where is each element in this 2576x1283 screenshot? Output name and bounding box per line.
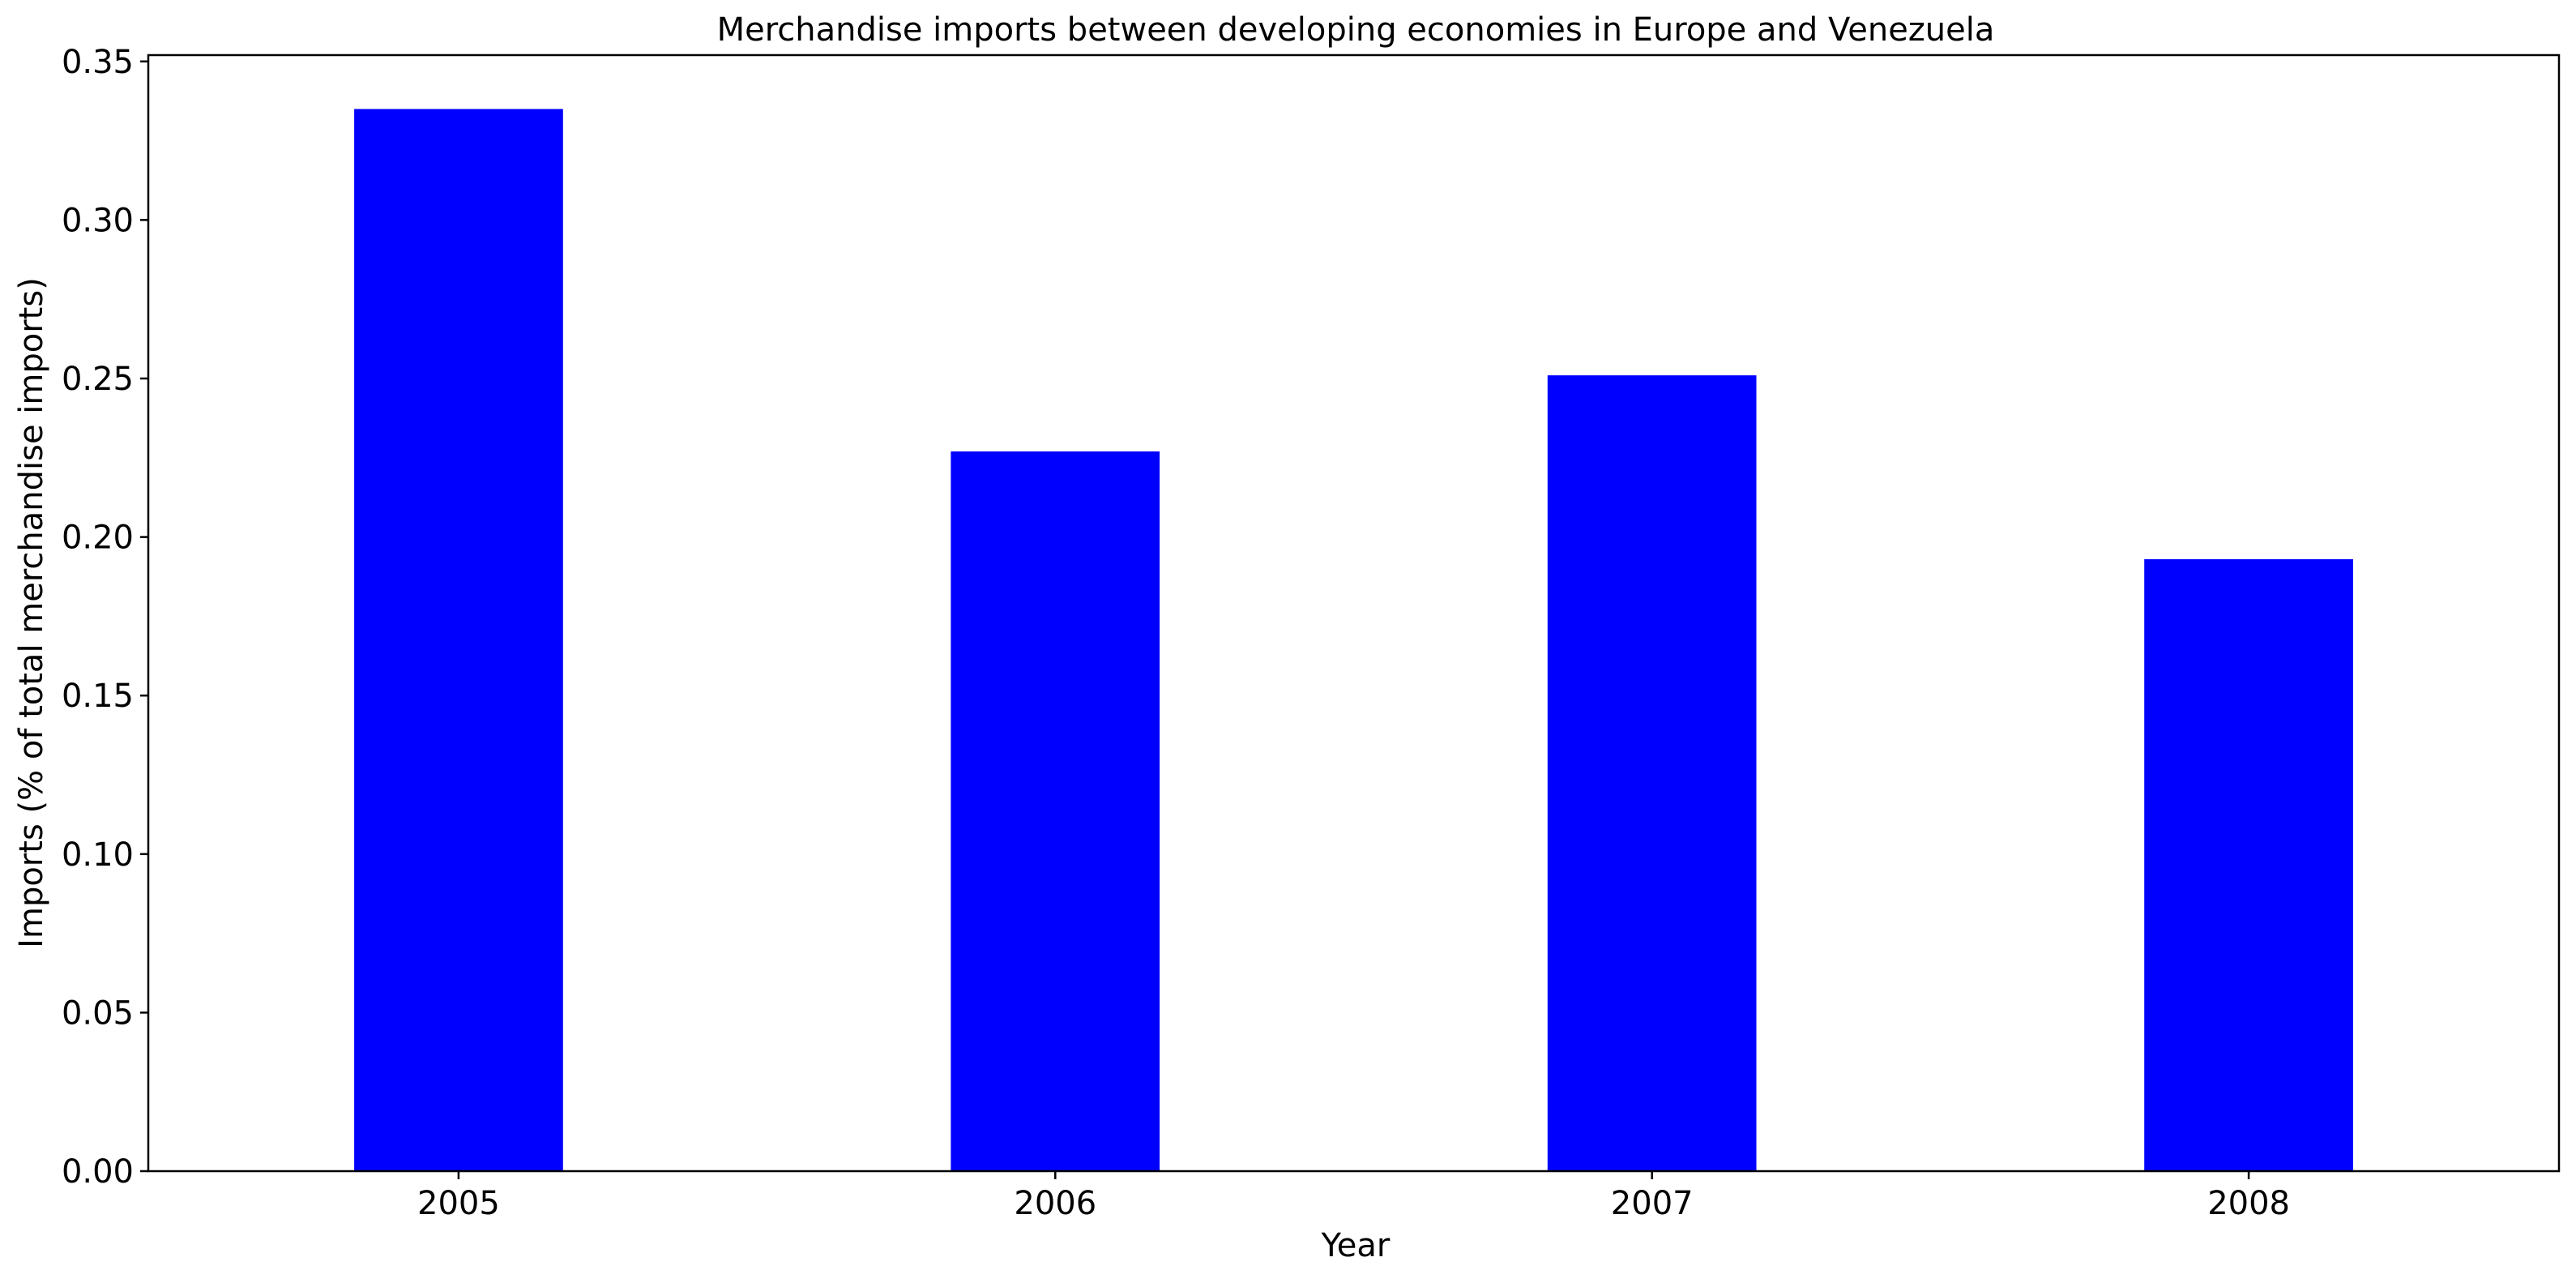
y-tick-label: 0.30 (62, 202, 134, 239)
x-tick-label: 2005 (417, 1185, 500, 1222)
bar-2008 (2144, 559, 2353, 1171)
y-tick-label: 0.20 (62, 520, 134, 557)
y-tick-label: 0.10 (62, 836, 134, 874)
x-axis-label: Year (1321, 1227, 1391, 1264)
x-tick-label: 2008 (2207, 1185, 2290, 1222)
y-tick-label: 0.15 (62, 678, 134, 715)
bar-2006 (951, 451, 1160, 1171)
y-tick-label: 0.25 (62, 361, 134, 398)
bar-2007 (1547, 375, 1757, 1172)
x-tick-label: 2006 (1014, 1185, 1096, 1222)
y-axis-label: Imports (% of total merchandise imports) (13, 277, 50, 948)
plot-frame (147, 53, 2561, 1173)
plot-area: 0.00 0.05 0.10 0.15 0.20 0.25 0.30 0.35 2005 2006… (62, 44, 2353, 1222)
x-tick-label: 2007 (1611, 1185, 1694, 1222)
y-tick-label: 0.05 (62, 994, 134, 1032)
y-tick-label: 0.35 (62, 44, 134, 81)
chart-title: Merchandise imports between developing e… (717, 11, 1995, 49)
bar-2005 (354, 109, 563, 1171)
y-tick-label: 0.00 (62, 1153, 134, 1191)
